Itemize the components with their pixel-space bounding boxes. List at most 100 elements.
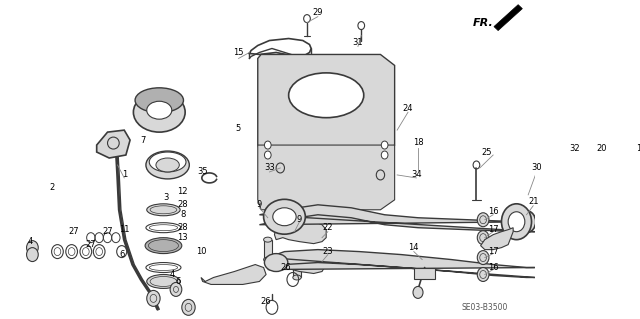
Ellipse shape bbox=[293, 255, 301, 260]
Text: 29: 29 bbox=[312, 8, 323, 17]
Text: 35: 35 bbox=[197, 167, 208, 176]
Circle shape bbox=[477, 231, 489, 245]
Ellipse shape bbox=[146, 263, 181, 272]
Text: 32: 32 bbox=[570, 144, 580, 152]
Polygon shape bbox=[275, 220, 326, 244]
Text: 33: 33 bbox=[264, 163, 275, 173]
Text: 22: 22 bbox=[323, 223, 333, 232]
Polygon shape bbox=[414, 268, 435, 279]
Text: 19: 19 bbox=[636, 144, 640, 152]
Text: 5: 5 bbox=[235, 124, 241, 133]
Circle shape bbox=[147, 290, 160, 306]
Circle shape bbox=[27, 248, 38, 262]
Polygon shape bbox=[272, 252, 326, 273]
Text: 23: 23 bbox=[323, 247, 333, 256]
Text: 17: 17 bbox=[488, 247, 499, 256]
Text: 7: 7 bbox=[140, 136, 145, 145]
Ellipse shape bbox=[293, 275, 301, 280]
Text: 27: 27 bbox=[69, 227, 79, 236]
Ellipse shape bbox=[623, 161, 640, 189]
Circle shape bbox=[477, 268, 489, 281]
Ellipse shape bbox=[264, 237, 272, 242]
Ellipse shape bbox=[264, 199, 305, 234]
Polygon shape bbox=[258, 55, 395, 155]
Ellipse shape bbox=[517, 211, 536, 233]
Text: 4: 4 bbox=[169, 270, 175, 279]
Circle shape bbox=[477, 213, 489, 227]
Text: 28: 28 bbox=[177, 223, 188, 232]
Circle shape bbox=[502, 204, 531, 240]
Text: 27: 27 bbox=[86, 240, 96, 249]
Ellipse shape bbox=[145, 238, 182, 254]
Ellipse shape bbox=[522, 216, 531, 228]
Text: 17: 17 bbox=[488, 225, 499, 234]
Circle shape bbox=[381, 141, 388, 149]
Text: 2: 2 bbox=[50, 183, 55, 192]
Text: 9: 9 bbox=[297, 215, 302, 224]
Text: 28: 28 bbox=[177, 200, 188, 209]
Text: 30: 30 bbox=[531, 163, 542, 173]
Text: 27: 27 bbox=[102, 227, 113, 236]
Circle shape bbox=[413, 286, 423, 298]
Text: 16: 16 bbox=[488, 263, 499, 272]
Circle shape bbox=[264, 151, 271, 159]
Text: 21: 21 bbox=[528, 197, 538, 206]
Polygon shape bbox=[481, 228, 513, 249]
Text: 34: 34 bbox=[411, 170, 422, 179]
Text: 16: 16 bbox=[488, 207, 499, 216]
Ellipse shape bbox=[273, 208, 296, 226]
Circle shape bbox=[264, 141, 271, 149]
Text: SE03-B3500: SE03-B3500 bbox=[461, 303, 508, 312]
Circle shape bbox=[170, 282, 182, 296]
Ellipse shape bbox=[147, 101, 172, 119]
Ellipse shape bbox=[146, 223, 181, 233]
Ellipse shape bbox=[147, 204, 180, 216]
Text: 26: 26 bbox=[281, 263, 291, 272]
Circle shape bbox=[508, 212, 525, 232]
Text: 26: 26 bbox=[260, 297, 271, 306]
Text: 8: 8 bbox=[180, 210, 186, 219]
Circle shape bbox=[477, 251, 489, 264]
Text: 10: 10 bbox=[196, 247, 206, 256]
Polygon shape bbox=[259, 205, 535, 232]
Ellipse shape bbox=[264, 254, 288, 271]
Text: 24: 24 bbox=[403, 104, 413, 113]
Text: 12: 12 bbox=[177, 187, 188, 197]
Ellipse shape bbox=[289, 73, 364, 118]
Polygon shape bbox=[264, 240, 272, 260]
Ellipse shape bbox=[146, 151, 189, 179]
Text: 6: 6 bbox=[175, 277, 180, 286]
Text: 18: 18 bbox=[413, 137, 423, 146]
Polygon shape bbox=[494, 5, 522, 31]
Polygon shape bbox=[268, 249, 535, 278]
Polygon shape bbox=[293, 257, 301, 278]
Circle shape bbox=[381, 151, 388, 159]
Text: 1: 1 bbox=[122, 170, 127, 179]
Text: 9: 9 bbox=[257, 200, 262, 209]
Text: 11: 11 bbox=[119, 225, 129, 234]
Polygon shape bbox=[201, 264, 266, 285]
Ellipse shape bbox=[264, 257, 272, 262]
Ellipse shape bbox=[156, 158, 179, 172]
Text: 31: 31 bbox=[353, 38, 364, 47]
Ellipse shape bbox=[149, 152, 186, 172]
Polygon shape bbox=[97, 130, 130, 158]
Text: 6: 6 bbox=[119, 250, 124, 259]
Text: 3: 3 bbox=[163, 193, 168, 202]
Ellipse shape bbox=[147, 274, 180, 288]
Circle shape bbox=[27, 241, 38, 255]
Polygon shape bbox=[258, 145, 395, 210]
Text: 4: 4 bbox=[28, 237, 33, 246]
Circle shape bbox=[182, 300, 195, 315]
Ellipse shape bbox=[629, 168, 640, 182]
Ellipse shape bbox=[618, 154, 640, 196]
Ellipse shape bbox=[133, 92, 185, 132]
Text: 15: 15 bbox=[234, 48, 244, 57]
Text: 20: 20 bbox=[596, 144, 607, 152]
Ellipse shape bbox=[135, 88, 184, 113]
Text: 25: 25 bbox=[481, 147, 492, 157]
Circle shape bbox=[572, 165, 580, 175]
Text: 14: 14 bbox=[408, 243, 419, 252]
Text: FR.: FR. bbox=[472, 18, 493, 28]
Text: 13: 13 bbox=[177, 233, 188, 242]
